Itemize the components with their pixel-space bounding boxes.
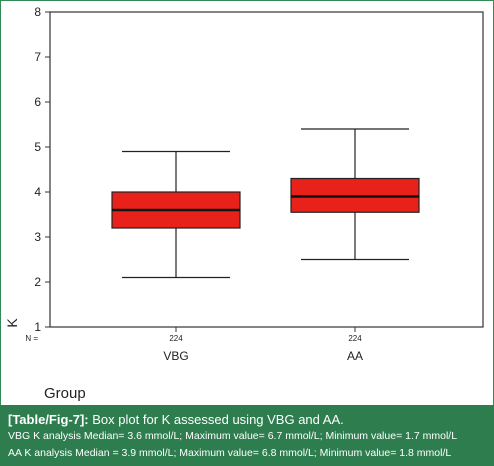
- y-tick-label: 4: [34, 185, 41, 199]
- plot-frame: [49, 11, 484, 328]
- x-axis-title: Group: [44, 385, 86, 402]
- caption-aa-summary: AA K analysis Median = 3.9 mmol/L; Maxim…: [8, 447, 452, 459]
- y-tick-label: 8: [34, 5, 41, 19]
- y-axis-title: K: [4, 318, 20, 328]
- n-value: 224: [348, 334, 362, 343]
- caption-title-line: [Table/Fig-7]: Box plot for K assessed u…: [8, 411, 486, 428]
- y-tick-label: 6: [34, 95, 41, 109]
- y-tick-label: 7: [34, 50, 41, 64]
- box-plot-chart: 1 2 3 4 5 6 7 8 K N = 224 VBG 224 AA: [4, 5, 484, 363]
- figure-caption: [Table/Fig-7]: Box plot for K assessed u…: [0, 405, 494, 466]
- y-tick-label: 1: [34, 320, 41, 334]
- n-value: 224: [169, 334, 183, 343]
- x-tick-label: AA: [347, 349, 363, 363]
- y-tick-label: 3: [34, 230, 41, 244]
- plot-area: 1 2 3 4 5 6 7 8 K N = 224 VBG 224 AA: [4, 5, 484, 363]
- n-label: N =: [25, 334, 38, 343]
- y-tick-label: 5: [34, 140, 41, 154]
- caption-fig-label: [Table/Fig-7]:: [8, 412, 89, 427]
- x-tick-label: VBG: [163, 349, 188, 363]
- y-tick-label: 2: [34, 275, 41, 289]
- caption-title: Box plot for K assessed using VBG and AA…: [92, 412, 344, 427]
- caption-vbg-summary: VBG K analysis Median= 3.6 mmol/L; Maxim…: [8, 430, 458, 442]
